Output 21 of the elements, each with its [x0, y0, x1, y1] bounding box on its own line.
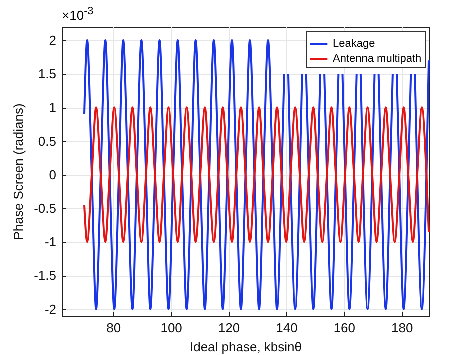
x-tick-label: 180 — [392, 320, 414, 336]
x-tick-label: 140 — [276, 320, 298, 336]
y-tick-label: 2 — [49, 32, 56, 48]
line-series — [84, 106, 430, 244]
x-tick-label: 160 — [334, 320, 356, 336]
y-tick-label: 1.5 — [38, 66, 56, 82]
y-axis-title: Phase Screen (radians) — [11, 104, 26, 240]
legend-label: Leakage — [333, 38, 376, 50]
y-tick-label: -1 — [44, 234, 56, 250]
y-tick-label: -0.5 — [34, 200, 56, 216]
x-tick-label: 120 — [218, 320, 240, 336]
y-tick-label: -2 — [44, 302, 56, 317]
x-tick-label: 80 — [106, 320, 122, 336]
y-tick-label: -1.5 — [34, 268, 56, 284]
text: ×10$^{-3}$ — [62, 6, 94, 24]
x-axis-title: Ideal phase, kbsinθ — [190, 340, 302, 354]
x-tick-label: 100 — [160, 320, 182, 336]
y-tick-label: 0.5 — [38, 134, 56, 149]
legend-label: Antenna multipath — [333, 53, 422, 65]
y-tick-label: 1 — [49, 100, 56, 116]
y-tick-label: 0 — [49, 167, 56, 182]
